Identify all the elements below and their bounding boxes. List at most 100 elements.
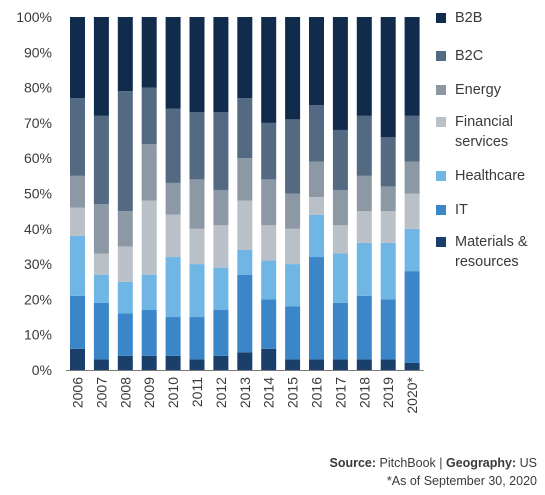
bar-segment (404, 228, 420, 272)
source-value: PitchBook | (376, 456, 446, 470)
y-tick-label: 90% (24, 44, 52, 60)
bar-segment (309, 257, 324, 360)
bar-segment (213, 225, 229, 268)
bar-segment (380, 211, 396, 243)
bar-stack-2009 (141, 17, 157, 370)
bar-segment (117, 246, 133, 282)
bar-segment (93, 115, 109, 205)
source-label: Source: (329, 456, 377, 470)
x-tick-label: 2018 (356, 377, 372, 408)
y-tick-label: 50% (24, 186, 52, 202)
bar-segment (117, 211, 133, 247)
bar-segment (261, 122, 277, 180)
bar-segment (189, 17, 205, 113)
bar-segment (189, 179, 205, 229)
x-tick-label: 2013 (237, 377, 253, 408)
bar-stack-2016 (309, 17, 324, 370)
bar-segment (237, 274, 253, 353)
x-tick-label: 2007 (93, 377, 109, 408)
legend-label: Energy (455, 82, 501, 98)
bar-segment (285, 193, 301, 229)
legend-swatch (436, 85, 446, 95)
bar-segment (93, 17, 109, 116)
bar-segment (261, 260, 277, 300)
legend-label-line2: services (455, 134, 509, 150)
bar-stack-2011 (189, 17, 205, 370)
bar-segment (285, 306, 301, 360)
stacked-bar-chart: 0% 10% 20% 30% 40% 50% 60% 70% 80% 90% 100% 2006 200… (16, 9, 424, 414)
bar-segment (117, 355, 133, 370)
bar-segment (332, 189, 348, 226)
x-tick-label: 2012 (213, 377, 229, 408)
bar-segment (70, 98, 85, 176)
source-note: Source: PitchBook | Geography: US *As of… (330, 454, 538, 490)
bar-stack-2020 (404, 17, 420, 370)
bar-segment (332, 129, 348, 190)
bar-segment (404, 271, 420, 363)
bar-segment (141, 144, 157, 201)
bar-segment (237, 249, 253, 275)
legend-label: B2B (455, 10, 483, 26)
legend-item: IT (436, 200, 545, 220)
bar-segment (309, 161, 324, 198)
bar-segment (261, 179, 277, 226)
bar-stack-2019 (380, 17, 396, 370)
bar-stack-2017 (332, 17, 348, 370)
bar-segment (309, 197, 324, 215)
legend-swatch (436, 13, 446, 23)
bar-segment (141, 200, 157, 275)
bar-segment (237, 352, 253, 370)
x-tick-label: 2019 (380, 377, 396, 408)
bar-segment (285, 264, 301, 307)
bar-segment (380, 359, 396, 370)
bar-segment (237, 158, 253, 201)
bar-segment (117, 313, 133, 356)
bar-segment (213, 189, 229, 226)
bar-segment (332, 17, 348, 130)
bar-segment (356, 175, 372, 212)
y-tick-label: 80% (24, 80, 52, 96)
bar-segment (117, 91, 133, 212)
x-tick-label: 2008 (117, 377, 133, 408)
bar-segment (93, 302, 109, 360)
legend-item: B2C (436, 46, 545, 66)
bar-segment (93, 204, 109, 254)
bar-segment (356, 359, 372, 370)
bar-segment (117, 17, 133, 92)
bar-segment (165, 108, 181, 183)
x-tick-label: 2010 (165, 377, 181, 408)
bar-segment (309, 17, 324, 106)
bar-stack-2008 (117, 17, 133, 370)
y-tick-label: 0% (32, 362, 52, 378)
bar-segment (141, 274, 157, 310)
legend-label: Healthcare (455, 168, 526, 184)
legend-swatch (436, 117, 446, 127)
bar-segment (93, 274, 109, 303)
bar-segment (93, 359, 109, 370)
bar-segment (332, 302, 348, 360)
bar-stack-2012 (213, 17, 229, 370)
legend-swatch (436, 237, 446, 247)
legend-item: Materials & resources (436, 232, 545, 272)
bar-segment (189, 264, 205, 318)
bar-segment (380, 137, 396, 187)
bar-segment (285, 359, 301, 370)
legend-item: Healthcare (436, 166, 545, 186)
x-tick-label: 2016 (309, 377, 325, 408)
legend-swatch (436, 51, 446, 61)
geography-label: Geography: (446, 456, 517, 470)
bar-segment (213, 267, 229, 310)
bar-segment (93, 253, 109, 275)
bar-segment (70, 295, 85, 349)
legend-label: Financial (455, 114, 514, 130)
bar-segment (404, 115, 420, 162)
bar-segment (404, 17, 420, 116)
bar-segment (189, 317, 205, 360)
y-tick-label: 100% (16, 9, 52, 25)
bar-stack-2010 (165, 17, 181, 370)
legend-swatch (436, 205, 446, 215)
bar-segment (332, 253, 348, 303)
bar-segment (213, 309, 229, 356)
bar-stack-2006 (70, 17, 85, 370)
bar-segment (70, 348, 85, 370)
